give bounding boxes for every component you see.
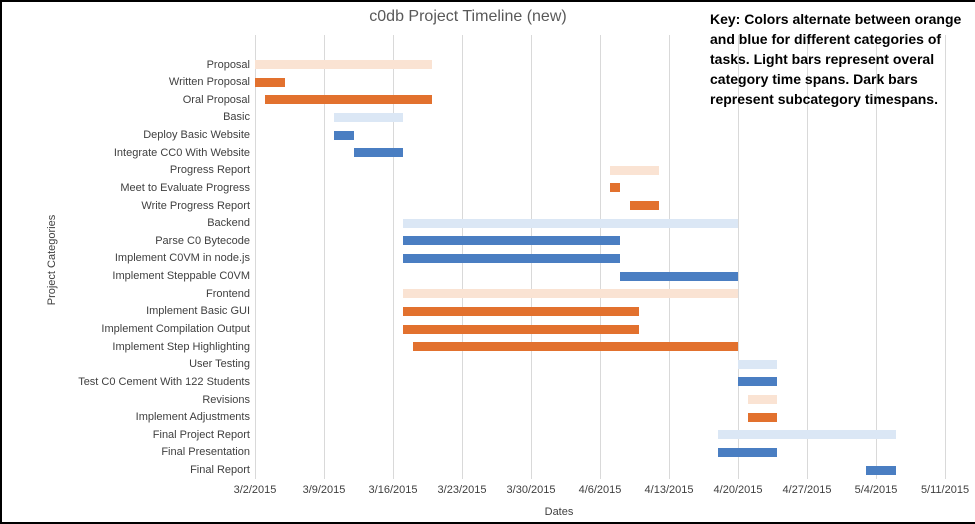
gantt-bar xyxy=(609,165,660,175)
category-label: Integrate CC0 With Website xyxy=(113,146,250,159)
category-label: Frontend xyxy=(205,287,250,300)
gridline xyxy=(807,35,808,479)
category-label: Oral Proposal xyxy=(182,93,250,106)
category-label: Parse C0 Bytecode xyxy=(155,234,250,247)
gantt-bar xyxy=(629,201,660,211)
gantt-bar xyxy=(402,253,620,263)
chart-title: c0db Project Timeline (new) xyxy=(369,8,567,25)
y-axis-title: Project Categories xyxy=(46,214,58,306)
x-tick-label: 3/2/2015 xyxy=(233,484,277,496)
category-label: Implement Step Highlighting xyxy=(112,340,250,353)
gantt-bar xyxy=(333,112,403,122)
category-label: Backend xyxy=(207,217,250,230)
gantt-bar xyxy=(333,130,354,140)
category-label: Progress Report xyxy=(169,164,250,177)
x-tick-label: 4/20/2015 xyxy=(713,484,763,496)
x-tick-label: 3/30/2015 xyxy=(506,484,556,496)
gantt-bar xyxy=(264,95,433,105)
x-tick-label: 4/13/2015 xyxy=(644,484,694,496)
gantt-bar xyxy=(609,183,620,193)
gridline xyxy=(876,35,877,479)
gantt-bar xyxy=(738,377,778,387)
category-label: Written Proposal xyxy=(168,76,250,89)
category-label: Revisions xyxy=(202,393,250,406)
gantt-bar xyxy=(402,218,738,228)
gantt-bar xyxy=(353,148,403,158)
x-tick-label: 4/27/2015 xyxy=(782,484,832,496)
category-label: Final Report xyxy=(190,464,250,477)
category-label: Test C0 Cement With 122 Students xyxy=(78,375,250,388)
key-line: category time spans. Dark bars xyxy=(710,71,918,87)
x-tick-label: 4/6/2015 xyxy=(578,484,622,496)
category-label: Final Presentation xyxy=(161,446,250,459)
x-tick-label: 3/23/2015 xyxy=(437,484,487,496)
gantt-bar xyxy=(255,77,285,87)
x-tick-label: 5/11/2015 xyxy=(920,484,970,496)
gantt-bar xyxy=(718,447,778,457)
category-label: Implement Adjustments xyxy=(135,411,250,424)
gantt-bar xyxy=(402,236,620,246)
x-tick-label: 5/4/2015 xyxy=(854,484,898,496)
gantt-bar xyxy=(402,306,640,316)
category-label: User Testing xyxy=(189,358,250,371)
gantt-bar xyxy=(718,430,896,440)
gantt-bar xyxy=(402,289,738,299)
chart-key-legend: Key: Colors alternate between orange and… xyxy=(710,9,975,109)
x-axis-title: Dates xyxy=(544,506,574,518)
gridline xyxy=(393,35,394,479)
category-label: Proposal xyxy=(206,58,250,71)
gantt-bar xyxy=(738,359,778,369)
gridline xyxy=(669,35,670,479)
category-label: Final Project Report xyxy=(152,428,250,441)
category-label: Implement Basic GUI xyxy=(146,305,250,318)
gridline xyxy=(324,35,325,479)
gantt-bar xyxy=(619,271,738,281)
key-line: Key: Colors alternate between orange xyxy=(710,11,962,27)
gantt-bar xyxy=(866,465,896,475)
x-tick-label: 3/16/2015 xyxy=(368,484,418,496)
gridline xyxy=(255,35,256,479)
category-label: Implement Steppable C0VM xyxy=(112,270,250,283)
gantt-bar xyxy=(402,324,640,334)
category-label: Implement C0VM in node.js xyxy=(114,252,250,265)
category-label: Write Progress Report xyxy=(141,199,250,212)
key-line: tasks. Light bars represent overal xyxy=(710,51,935,67)
category-label: Implement Compilation Output xyxy=(101,323,250,335)
category-label: Basic xyxy=(223,111,250,124)
gridline xyxy=(738,35,739,479)
category-label: Deploy Basic Website xyxy=(143,129,250,142)
key-line: represent subcategory timespans. xyxy=(710,91,938,107)
gantt-bar xyxy=(412,342,738,352)
gantt-bar xyxy=(747,395,778,405)
key-line: and blue for different categories of xyxy=(710,31,942,47)
gridline xyxy=(945,35,946,479)
category-label: Meet to Evaluate Progress xyxy=(120,181,250,194)
x-tick-label: 3/9/2015 xyxy=(302,484,346,496)
gantt-bar xyxy=(255,60,433,69)
gantt-bar xyxy=(747,412,778,422)
